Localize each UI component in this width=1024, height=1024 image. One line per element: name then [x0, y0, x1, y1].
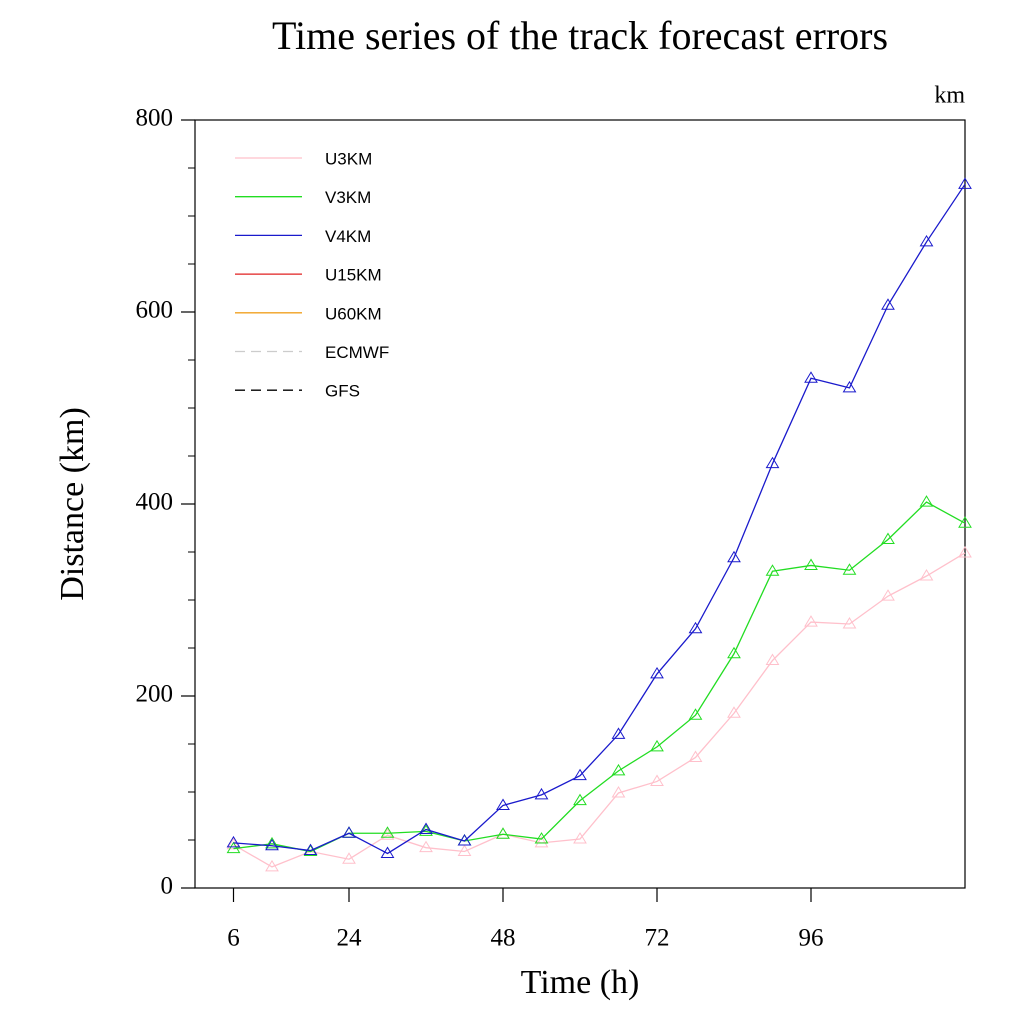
point-marker: [419, 840, 433, 853]
point-marker: [457, 833, 472, 846]
point-marker: [804, 558, 818, 570]
point-marker: [650, 666, 664, 679]
series-line: [233, 183, 966, 855]
legend-label: U15KM: [325, 266, 382, 285]
series-line: [233, 552, 966, 868]
point-marker: [688, 750, 703, 762]
point-marker: [226, 835, 241, 848]
x-tick-label: 24: [337, 925, 363, 952]
point-marker: [265, 836, 279, 849]
units-label: km: [934, 83, 965, 109]
point-marker: [419, 822, 433, 834]
x-tick-label: 6: [227, 925, 240, 952]
x-axis-label: Time (h): [521, 964, 640, 1001]
point-marker: [727, 706, 741, 718]
point-marker: [534, 787, 549, 800]
point-marker: [380, 826, 395, 838]
x-tick-label: 48: [491, 925, 516, 952]
point-marker: [919, 569, 934, 581]
point-marker: [919, 234, 934, 247]
legend-label: GFS: [325, 382, 360, 401]
point-marker: [573, 768, 587, 781]
point-marker: [765, 456, 780, 469]
point-marker: [226, 841, 241, 854]
y-tick-label: 200: [136, 681, 174, 708]
point-marker: [611, 727, 626, 739]
point-marker: [881, 298, 895, 310]
point-marker: [380, 828, 395, 840]
point-marker: [496, 798, 510, 810]
point-marker: [727, 550, 741, 563]
point-marker: [688, 621, 703, 634]
point-marker: [765, 564, 780, 576]
x-tick-label: 72: [645, 925, 670, 952]
point-marker: [650, 774, 664, 786]
y-tick-label: 800: [136, 105, 174, 132]
point-marker: [265, 859, 279, 872]
point-marker: [842, 617, 857, 629]
point-marker: [457, 844, 472, 857]
point-marker: [842, 380, 857, 393]
plot-frame: [194, 119, 966, 889]
point-marker: [611, 763, 626, 776]
point-marker: [496, 827, 510, 839]
legend-label: V4KM: [325, 227, 371, 246]
point-marker: [534, 832, 549, 844]
point-marker: [842, 563, 857, 575]
point-marker: [342, 852, 356, 864]
point-marker: [380, 846, 395, 858]
point-marker: [727, 646, 741, 659]
legend-label: ECMWF: [325, 343, 389, 362]
point-marker: [804, 615, 818, 627]
point-marker: [958, 177, 972, 189]
y-tick-label: 600: [136, 297, 174, 324]
point-marker: [573, 832, 587, 844]
y-tick-label: 0: [161, 873, 174, 900]
point-marker: [765, 653, 780, 665]
x-tick-label: 96: [799, 925, 824, 952]
point-marker: [919, 495, 934, 507]
point-marker: [881, 532, 895, 545]
point-marker: [534, 835, 549, 848]
chart-title: Time series of the track forecast errors: [272, 13, 888, 58]
series-line: [233, 501, 966, 853]
y-tick-label: 400: [136, 489, 174, 516]
point-marker: [650, 739, 664, 752]
legend-label: V3KM: [325, 188, 371, 207]
legend-label: U3KM: [325, 149, 372, 168]
point-marker: [611, 785, 626, 798]
point-marker: [573, 793, 587, 806]
point-marker: [958, 516, 972, 528]
point-marker: [881, 589, 895, 601]
point-marker: [804, 371, 818, 383]
point-marker: [303, 843, 318, 856]
point-marker: [688, 708, 703, 720]
y-axis-label: Distance (km): [54, 407, 91, 601]
point-marker: [342, 826, 356, 838]
point-marker: [265, 838, 279, 851]
legend-label: U60KM: [325, 304, 382, 323]
point-marker: [226, 837, 241, 850]
point-marker: [958, 545, 972, 558]
